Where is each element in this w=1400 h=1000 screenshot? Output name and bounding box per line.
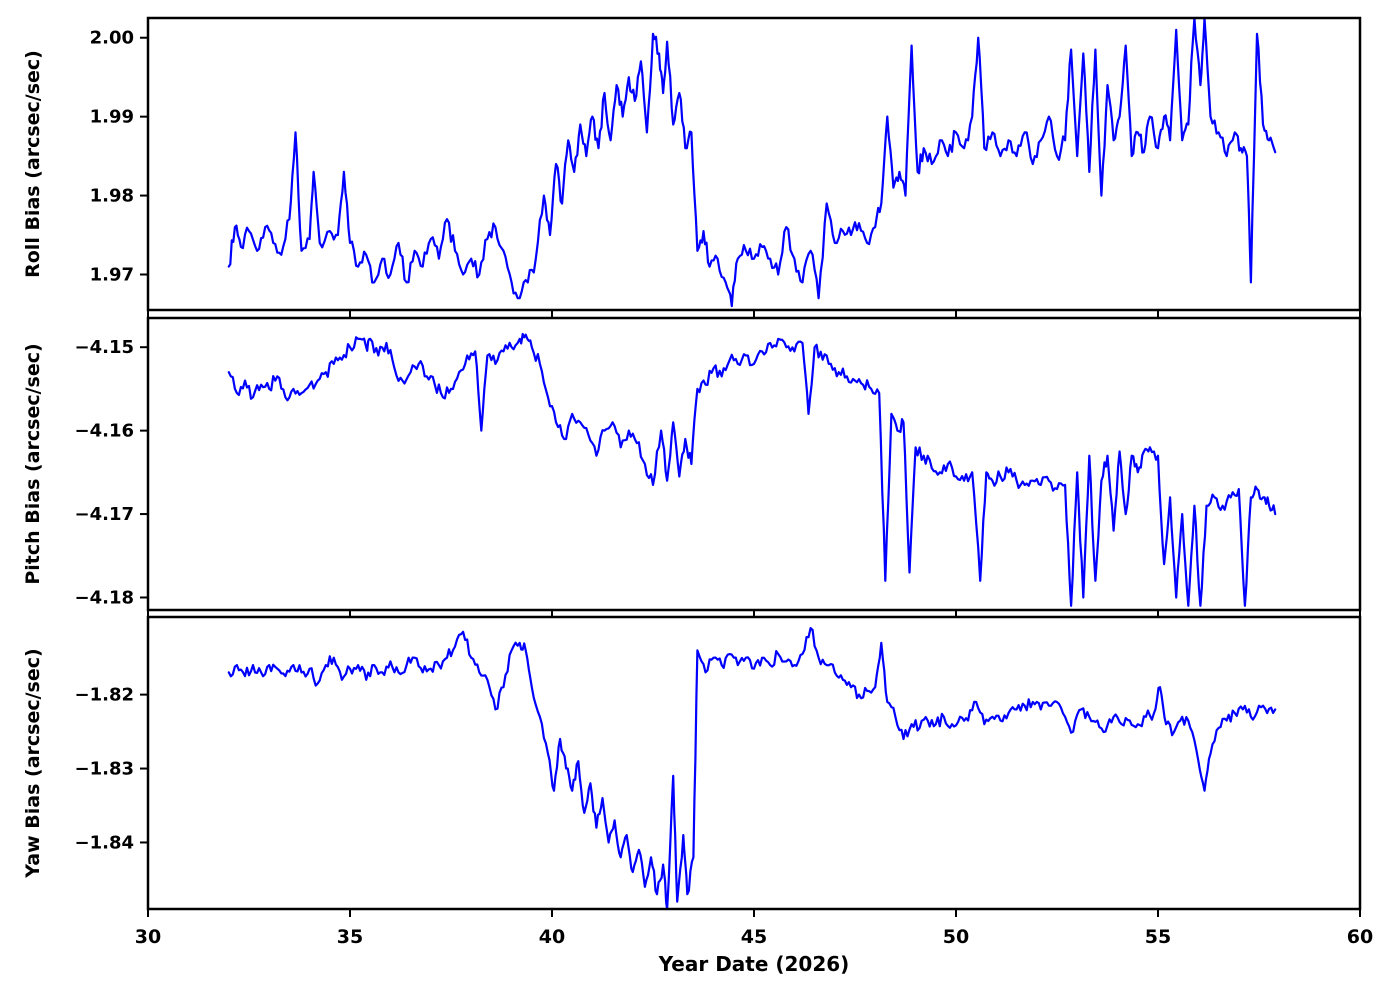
yaw-bias-line (227, 627, 1277, 909)
roll-bias-ytick-label: 1.98 (90, 186, 134, 207)
xtick-label: 35 (337, 926, 363, 948)
pitch-bias-axes-box (146, 316, 1362, 612)
yaw-bias-ylabel: Yaw Bias (arcsec/sec) (22, 648, 44, 878)
xtick-label: 30 (135, 926, 161, 948)
pitch-bias-ytick-label: −4.17 (75, 504, 135, 525)
yaw-bias-panel: −1.82 −1.83 −1.84 30 35 40 45 50 55 60 (75, 615, 1373, 948)
yaw-bias-axes-box (146, 615, 1362, 911)
pitch-bias-ylabel: Pitch Bias (arcsec/sec) (22, 343, 44, 585)
roll-bias-line (227, 18, 1277, 308)
xtick-label: 60 (1347, 926, 1373, 948)
yaw-bias-ytick-label: −1.83 (75, 759, 135, 780)
roll-bias-ytick-label: 1.97 (90, 264, 134, 285)
xtick-label: 55 (1145, 926, 1171, 948)
pitch-bias-ytick-label: −4.18 (75, 587, 135, 608)
xtick-label: 40 (539, 926, 565, 948)
pitch-bias-ytick-label: −4.15 (75, 337, 135, 358)
yaw-bias-ytick-label: −1.84 (75, 832, 135, 853)
roll-bias-panel: 1.97 1.98 1.99 2.00 (90, 16, 1362, 318)
pitch-bias-ytick-label: −4.16 (75, 421, 135, 442)
pitch-bias-panel: −4.15 −4.16 −4.17 −4.18 (75, 316, 1362, 618)
xtick-label: 50 (943, 926, 969, 948)
x-axis-label: Year Date (2026) (658, 952, 850, 976)
roll-bias-ytick-label: 1.99 (90, 107, 134, 128)
roll-bias-axes-box (146, 16, 1362, 312)
roll-bias-ylabel: Roll Bias (arcsec/sec) (22, 50, 44, 278)
pitch-bias-line (227, 332, 1277, 607)
yaw-bias-ytick-label: −1.82 (75, 685, 135, 706)
xtick-label: 45 (741, 926, 767, 948)
roll-bias-ytick-label: 2.00 (90, 28, 134, 49)
